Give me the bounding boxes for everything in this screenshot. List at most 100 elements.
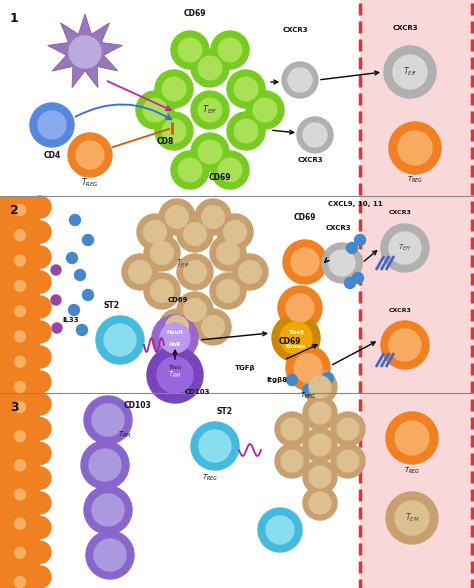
Circle shape	[272, 314, 320, 362]
Circle shape	[29, 417, 51, 440]
Circle shape	[386, 492, 438, 544]
Circle shape	[151, 280, 173, 302]
Circle shape	[309, 376, 331, 398]
Text: $T_{REG}$: $T_{REG}$	[404, 466, 420, 476]
Circle shape	[246, 91, 284, 129]
Circle shape	[157, 357, 193, 393]
Circle shape	[309, 434, 331, 456]
Circle shape	[38, 111, 66, 139]
Text: $T_{REG}$: $T_{REG}$	[168, 363, 182, 372]
Text: Tbet: Tbet	[288, 330, 304, 336]
Circle shape	[51, 265, 61, 275]
Circle shape	[29, 393, 51, 415]
Circle shape	[15, 205, 26, 215]
Circle shape	[294, 354, 322, 382]
Circle shape	[275, 412, 309, 446]
Circle shape	[177, 254, 213, 290]
Circle shape	[389, 329, 421, 361]
Circle shape	[162, 119, 186, 143]
Circle shape	[309, 492, 331, 514]
Text: CD69: CD69	[294, 213, 316, 222]
Circle shape	[29, 517, 51, 539]
Circle shape	[29, 442, 51, 465]
Text: $T_{EM}$: $T_{EM}$	[405, 512, 419, 524]
Text: CXCL9, 10, 11: CXCL9, 10, 11	[328, 201, 383, 207]
Circle shape	[201, 206, 224, 228]
Text: CXCR3: CXCR3	[282, 27, 308, 33]
Circle shape	[122, 254, 158, 290]
Circle shape	[96, 316, 144, 364]
Circle shape	[266, 516, 294, 544]
Circle shape	[309, 402, 331, 424]
Circle shape	[171, 31, 209, 69]
Text: AhR: AhR	[169, 342, 181, 348]
Circle shape	[15, 306, 26, 317]
Bar	[360, 0, 474, 588]
Circle shape	[309, 466, 331, 488]
Circle shape	[234, 119, 258, 143]
Circle shape	[159, 199, 195, 235]
Circle shape	[144, 235, 180, 271]
Circle shape	[177, 292, 213, 328]
Circle shape	[29, 492, 51, 514]
Circle shape	[15, 230, 26, 240]
Circle shape	[178, 38, 202, 62]
Circle shape	[137, 214, 173, 250]
Circle shape	[70, 215, 81, 226]
Circle shape	[198, 140, 222, 164]
Circle shape	[331, 412, 365, 446]
Circle shape	[384, 46, 436, 98]
Text: CXCR3: CXCR3	[297, 157, 323, 163]
Circle shape	[191, 91, 229, 129]
Circle shape	[89, 449, 121, 481]
Circle shape	[303, 370, 337, 404]
Circle shape	[191, 422, 239, 470]
Circle shape	[198, 98, 222, 122]
Text: Hoblt: Hoblt	[166, 329, 183, 335]
Text: ST2: ST2	[217, 407, 233, 416]
Text: CD69: CD69	[168, 297, 188, 303]
Circle shape	[239, 260, 261, 283]
Circle shape	[143, 98, 167, 122]
Circle shape	[232, 254, 268, 290]
Circle shape	[15, 460, 26, 471]
Circle shape	[151, 242, 173, 265]
Circle shape	[211, 151, 249, 189]
Circle shape	[227, 70, 265, 108]
Circle shape	[155, 70, 193, 108]
Circle shape	[15, 489, 26, 500]
Circle shape	[144, 220, 166, 243]
Circle shape	[199, 430, 231, 462]
Circle shape	[15, 356, 26, 368]
Text: $T_{Eff}$: $T_{Eff}$	[176, 258, 190, 270]
Circle shape	[303, 123, 327, 147]
Circle shape	[322, 243, 362, 283]
Circle shape	[253, 98, 277, 122]
Circle shape	[224, 220, 246, 243]
Text: CD103: CD103	[124, 402, 152, 410]
Text: $T_{Eff}$: $T_{Eff}$	[403, 66, 417, 78]
Circle shape	[29, 246, 51, 268]
Circle shape	[346, 242, 357, 253]
Circle shape	[160, 323, 190, 353]
Circle shape	[15, 430, 26, 442]
Circle shape	[94, 539, 126, 571]
Circle shape	[136, 91, 174, 129]
Circle shape	[29, 271, 51, 293]
Circle shape	[159, 309, 195, 345]
Text: $T_{REG}$: $T_{REG}$	[407, 175, 423, 185]
Polygon shape	[47, 14, 122, 88]
Circle shape	[15, 518, 26, 529]
Circle shape	[69, 305, 80, 316]
Bar	[0, 393, 40, 588]
Circle shape	[227, 112, 265, 150]
Text: CD69: CD69	[184, 9, 206, 18]
Circle shape	[29, 346, 51, 368]
Circle shape	[389, 122, 441, 174]
Circle shape	[393, 55, 427, 89]
Circle shape	[258, 508, 302, 552]
Circle shape	[29, 296, 51, 318]
Circle shape	[128, 260, 151, 283]
Circle shape	[68, 133, 112, 177]
Circle shape	[381, 321, 429, 369]
